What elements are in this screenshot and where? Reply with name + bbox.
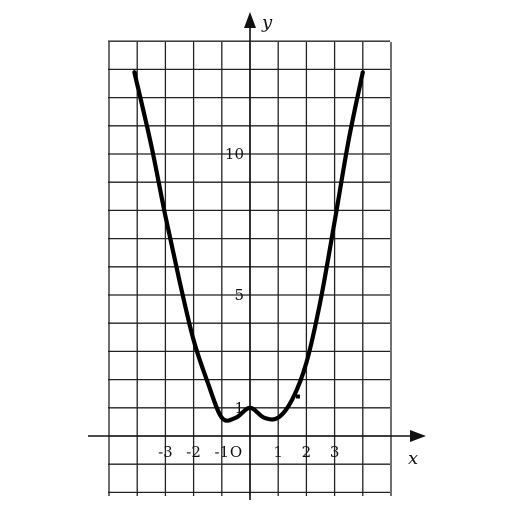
series-line <box>134 72 362 420</box>
x-tick-label: -1 <box>214 443 229 461</box>
x-tick-label: 3 <box>330 443 340 461</box>
y-tick-label: 10 <box>225 145 244 163</box>
x-axis-label: x <box>408 448 418 469</box>
x-tick-label: 2 <box>302 443 312 461</box>
x-tick-label: 1 <box>273 443 283 461</box>
marker-points <box>296 395 300 399</box>
marker-point <box>296 395 300 399</box>
x-tick-label: -2 <box>186 443 201 461</box>
y-tick-label: 5 <box>234 286 244 304</box>
y-axis-arrow-icon <box>244 12 256 28</box>
series-group <box>134 72 362 420</box>
origin-label: O <box>230 443 242 461</box>
y-axis-label: y <box>261 12 273 33</box>
x-tick-label: -3 <box>158 443 173 461</box>
x-axis-arrow-icon <box>410 430 426 442</box>
